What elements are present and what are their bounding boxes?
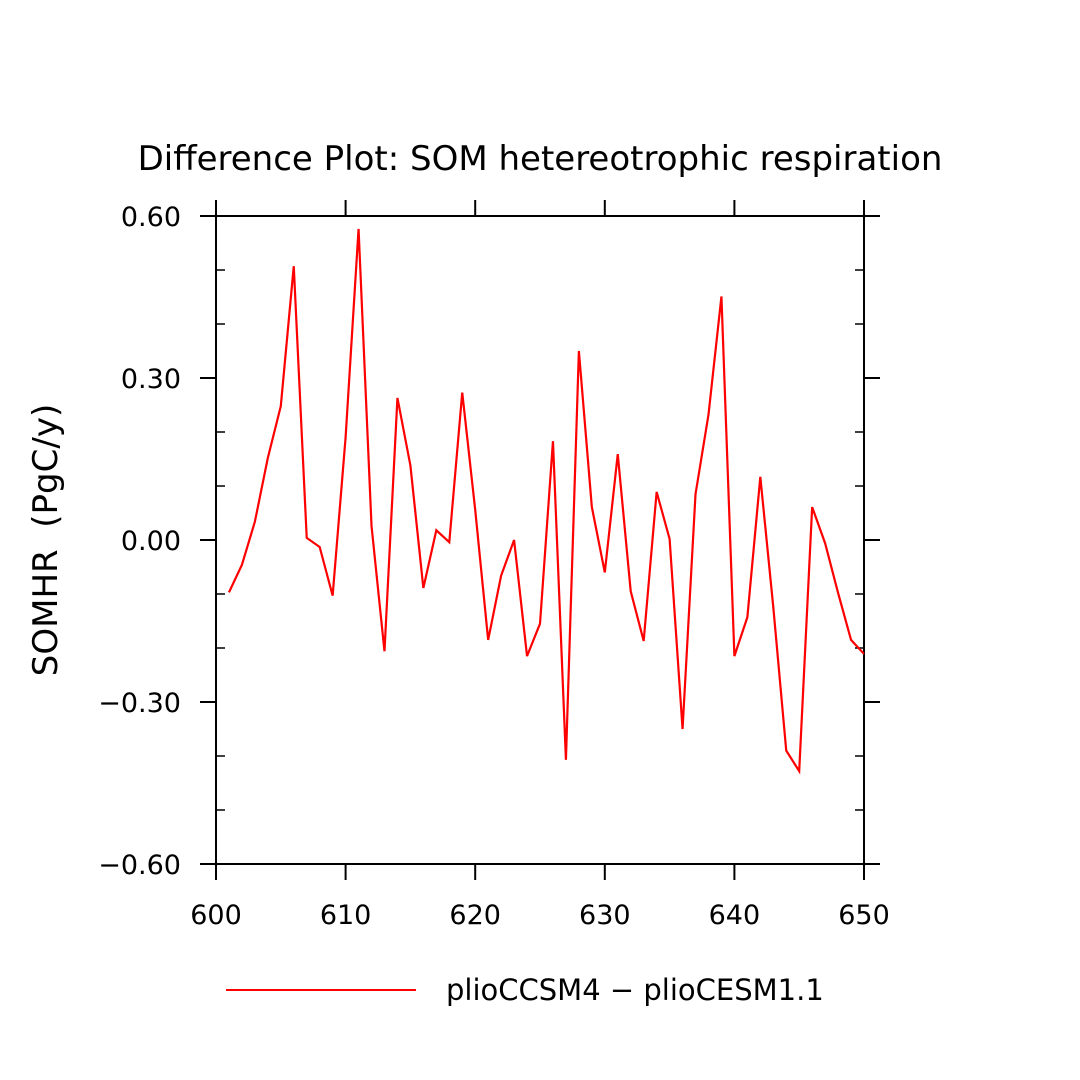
- legend-label: plioCCSM4 − plioCESM1.1: [446, 973, 824, 1007]
- y-tick-label: −0.30: [98, 688, 181, 719]
- chart-title: Difference Plot: SOM hetereotrophic resp…: [138, 139, 943, 179]
- series-group: [227, 228, 865, 775]
- legend: plioCCSM4 − plioCESM1.1: [226, 973, 824, 1007]
- x-tick-label: 620: [449, 900, 501, 931]
- axes: 600 610 620 630 640 650 0.60 0.30 0.00 −0.30 −0.60: [98, 200, 890, 931]
- y-tick-label: 0.60: [121, 202, 181, 233]
- series-line: [227, 228, 865, 775]
- y-tick-label: −0.60: [98, 850, 181, 881]
- y-tick-label: 0.00: [121, 526, 181, 557]
- x-tick-label: 600: [190, 900, 242, 931]
- x-tick-label: 640: [709, 900, 761, 931]
- x-tick-label: 630: [579, 900, 631, 931]
- x-tick-label: 610: [320, 900, 372, 931]
- y-axis-label: SOMHR (PgC/y): [26, 404, 66, 676]
- x-tick-label: 650: [838, 900, 890, 931]
- y-tick-label: 0.30: [121, 364, 181, 395]
